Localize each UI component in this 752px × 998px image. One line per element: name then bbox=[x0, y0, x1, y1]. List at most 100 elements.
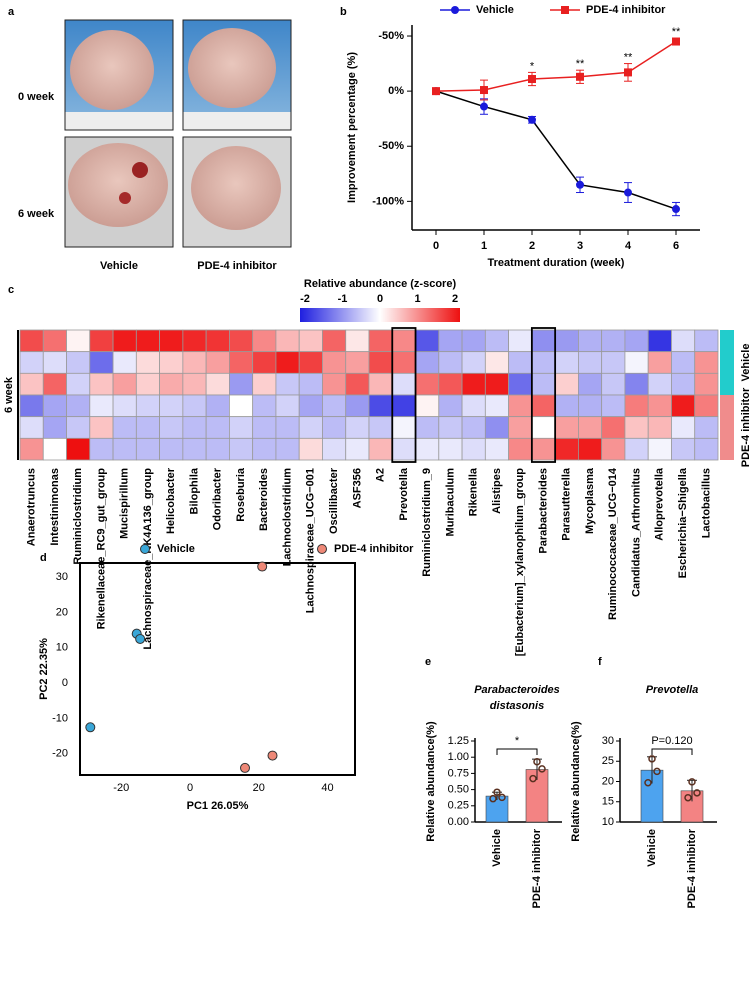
photo-ear bbox=[70, 30, 154, 110]
heatmap-cell bbox=[42, 394, 67, 418]
heatmap-cell bbox=[647, 351, 672, 374]
heatmap-cell bbox=[205, 329, 230, 353]
legend-label: Vehicle bbox=[157, 543, 195, 555]
heatmap-cell bbox=[531, 416, 556, 439]
heatmap-cell bbox=[228, 329, 254, 353]
marker bbox=[528, 75, 536, 84]
heatmap-cell bbox=[298, 437, 323, 461]
y-tick-label: 0 bbox=[62, 677, 68, 689]
heatmap-cell bbox=[19, 329, 44, 353]
column-label: Rikenella bbox=[468, 467, 480, 516]
y-tick-label: -50% bbox=[378, 140, 404, 152]
heatmap-cell bbox=[322, 416, 347, 439]
heatmap-cell bbox=[135, 372, 160, 396]
photo-ear bbox=[188, 28, 276, 108]
heatmap-cell bbox=[345, 329, 370, 353]
y-tick-label: 0% bbox=[388, 85, 404, 97]
heatmap-cell bbox=[601, 394, 626, 418]
column-label: Rikenellaceae_RC9_gut_group bbox=[95, 468, 107, 630]
heatmap-cell bbox=[647, 437, 672, 461]
heatmap-cell bbox=[159, 351, 184, 374]
heatmap-cell bbox=[694, 394, 719, 418]
heatmap-cell bbox=[322, 351, 347, 374]
y-tick-label: 10 bbox=[602, 816, 614, 828]
heatmap-cell bbox=[694, 416, 719, 439]
row-title: 6 week bbox=[3, 376, 15, 413]
heatmap-cell bbox=[578, 437, 603, 461]
legend-label: Vehicle bbox=[476, 4, 514, 16]
heatmap-cell bbox=[391, 372, 416, 396]
heatmap-cell bbox=[578, 351, 603, 374]
heatmap-cell bbox=[391, 329, 416, 353]
column-label: Intestinimonas bbox=[49, 468, 61, 546]
heatmap-cell bbox=[112, 437, 137, 461]
heatmap-cell bbox=[554, 416, 579, 439]
heatmap-cell bbox=[112, 329, 137, 353]
column-label: Lachnoclostridium bbox=[281, 468, 293, 567]
x-tick-label: 20 bbox=[253, 782, 265, 794]
heatmap-cell bbox=[694, 372, 719, 396]
y-tick-label: 25 bbox=[602, 755, 614, 767]
column-label: Mucispirillum bbox=[119, 468, 131, 539]
heatmap-cell bbox=[601, 329, 626, 353]
heatmap-cell bbox=[275, 437, 300, 461]
heatmap-cell bbox=[368, 351, 393, 374]
column-highlight bbox=[391, 327, 417, 463]
chart-title: distasonis bbox=[490, 700, 544, 712]
column-label: ASF356 bbox=[351, 468, 363, 508]
marker bbox=[480, 86, 488, 95]
legend-marker bbox=[140, 544, 150, 554]
heatmap-cell bbox=[322, 437, 347, 461]
significance: ** bbox=[672, 26, 681, 38]
column-label: Bilophila bbox=[188, 467, 200, 514]
photo-frame bbox=[182, 136, 292, 248]
y-tick-label: -10 bbox=[52, 712, 68, 724]
series-line bbox=[435, 40, 677, 92]
sample-point bbox=[688, 778, 696, 786]
column-label: Ruminiclostridium_9 bbox=[421, 468, 433, 577]
legend-label: PDE-4 inhibitor bbox=[334, 543, 414, 555]
column-label: Ruminococcaceae_UCG−014 bbox=[607, 467, 619, 620]
x-tick-label: 3 bbox=[577, 240, 583, 252]
heatmap-cell bbox=[624, 394, 649, 418]
heatmap-cell bbox=[391, 394, 416, 418]
heatmap-cell bbox=[159, 416, 184, 439]
heatmap-cell bbox=[205, 372, 230, 396]
y-tick-label: 1.00 bbox=[448, 751, 469, 763]
heatmap-cell bbox=[89, 394, 114, 418]
heatmap-cell bbox=[368, 437, 393, 461]
heatmap-cell bbox=[252, 329, 277, 353]
heatmap-cell bbox=[624, 416, 649, 439]
heatmap-cell bbox=[415, 351, 440, 374]
group-strip bbox=[720, 395, 734, 460]
heatmap-cell bbox=[19, 351, 44, 374]
heatmap-cell bbox=[275, 372, 300, 396]
heatmap-cell bbox=[671, 437, 696, 461]
column-label: Muribaculum bbox=[444, 468, 456, 537]
x-tick-label: Vehicle bbox=[491, 829, 503, 867]
heatmap-cell bbox=[438, 372, 463, 396]
y-tick-label: 0.50 bbox=[448, 784, 469, 796]
heatmap-cell bbox=[508, 394, 533, 418]
heatmap-cell bbox=[275, 394, 300, 418]
column-label: Alloprevotella bbox=[654, 467, 666, 541]
heatmap-cell bbox=[368, 394, 393, 418]
heatmap-cell bbox=[368, 372, 393, 396]
column-label: Lactobacillus bbox=[700, 468, 712, 538]
legend-marker bbox=[317, 544, 327, 554]
colorbar-tick-label: -1 bbox=[338, 293, 348, 305]
heatmap-cell bbox=[159, 372, 184, 396]
sample-point bbox=[648, 755, 656, 763]
heatmap-cell bbox=[624, 437, 649, 461]
heatmap-cell bbox=[66, 329, 91, 353]
sample-point bbox=[489, 794, 497, 803]
heatmap-cell bbox=[415, 329, 440, 353]
heatmap-cell bbox=[671, 351, 696, 374]
heatmap-cell bbox=[66, 351, 91, 374]
heatmap-cell bbox=[252, 372, 277, 396]
sample-point bbox=[644, 778, 652, 787]
heatmap-cell bbox=[275, 416, 300, 439]
sample-point bbox=[533, 757, 541, 766]
heatmap-cell bbox=[461, 437, 486, 461]
column-label: Oscillibacter bbox=[328, 467, 340, 534]
